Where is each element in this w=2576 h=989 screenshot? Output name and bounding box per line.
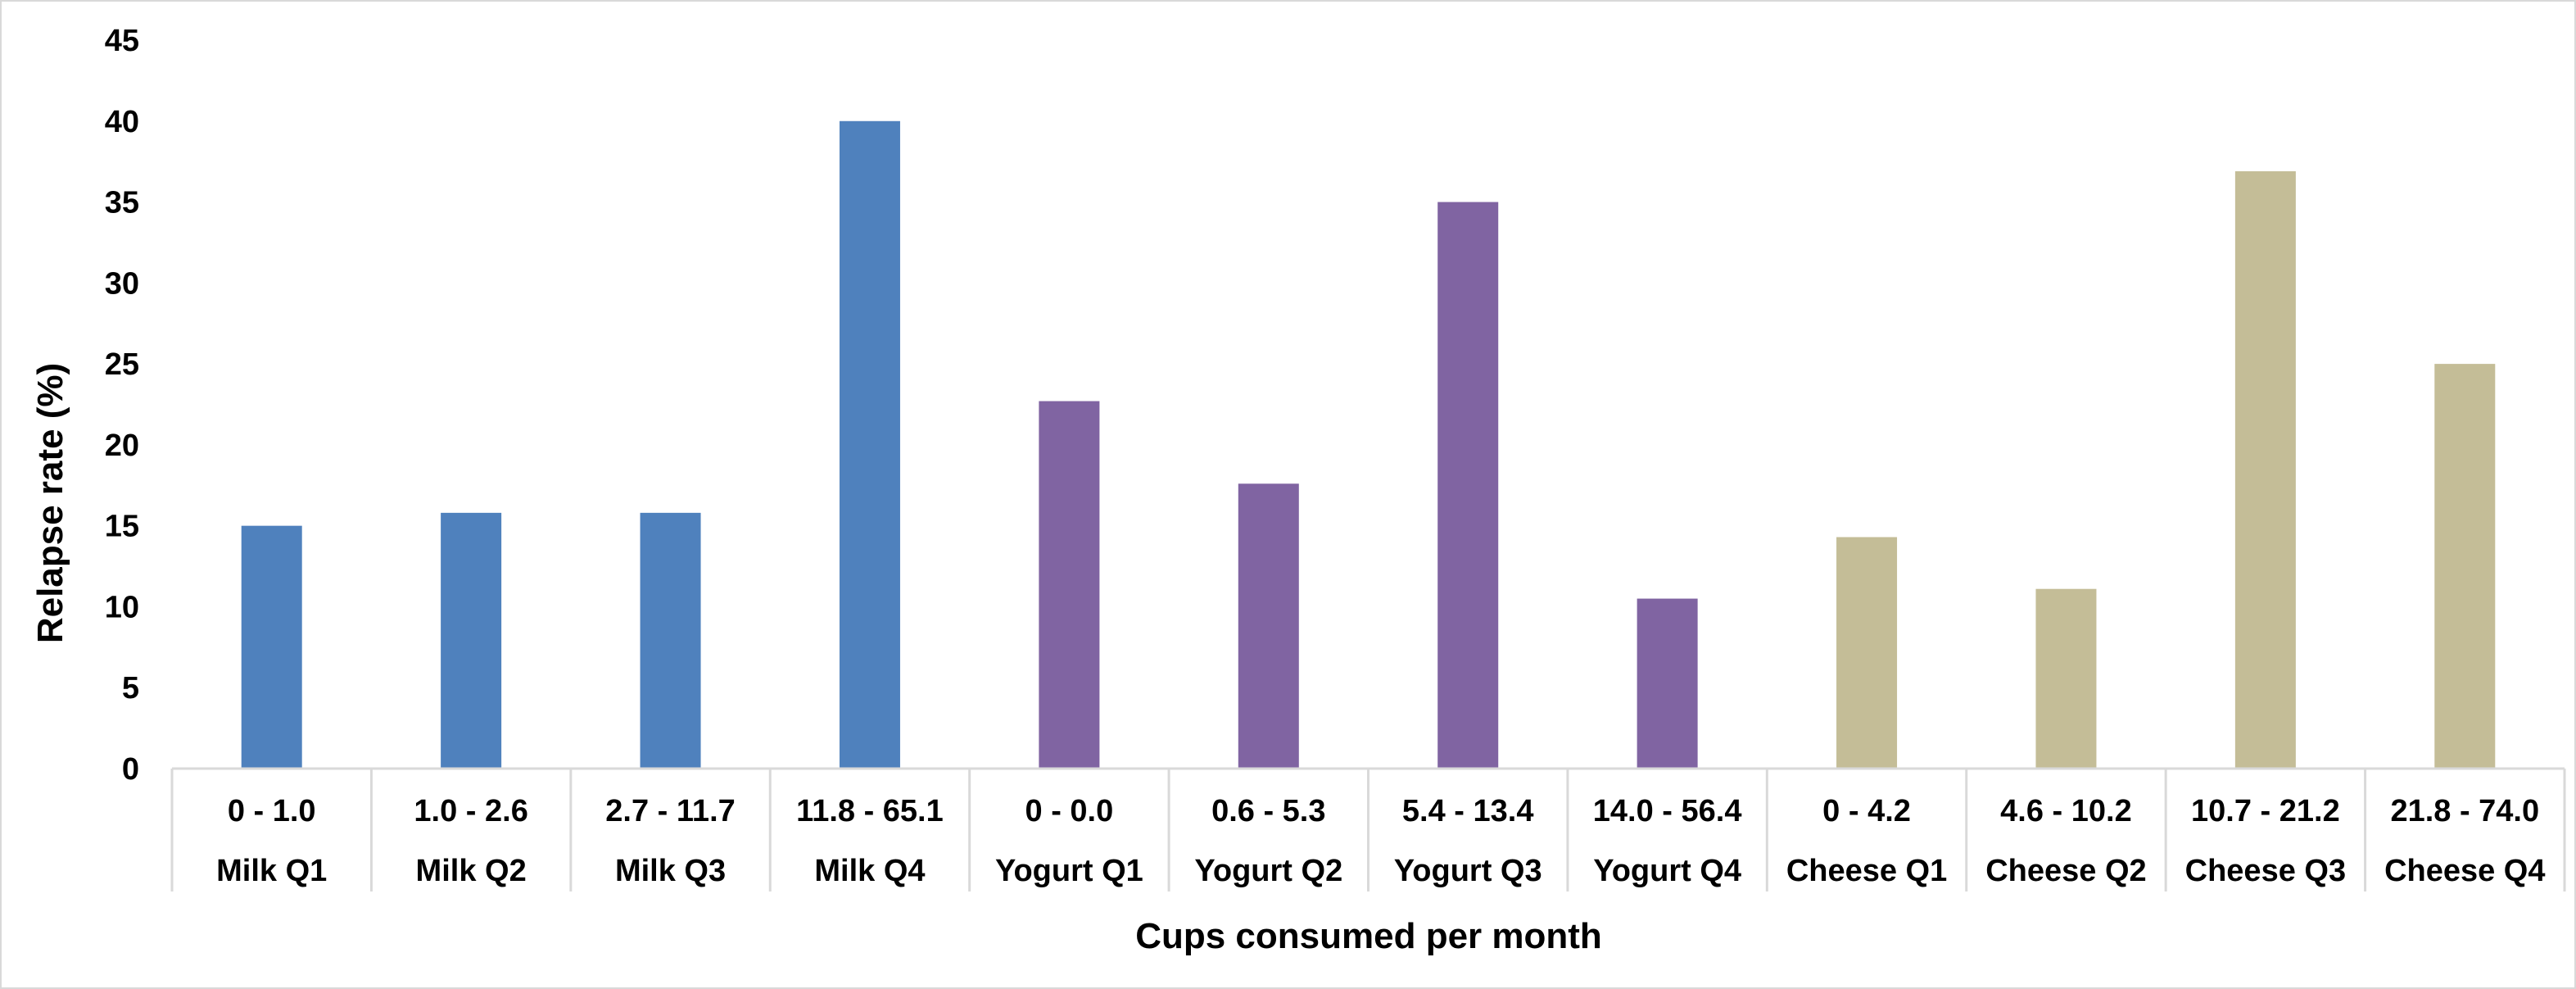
x-range-label: 1.0 - 2.6 bbox=[414, 794, 527, 828]
bar bbox=[2434, 364, 2496, 769]
x-range-label: 21.8 - 74.0 bbox=[2390, 794, 2539, 828]
x-range-label: 11.8 - 65.1 bbox=[796, 794, 944, 828]
x-axis: 0 - 1.0 Milk Q1 1.0 - 2.6 Milk Q2 2.7 - 11.7… bbox=[170, 767, 2566, 891]
x-range-label: 0.6 - 5.3 bbox=[1211, 794, 1325, 828]
bar bbox=[241, 525, 302, 769]
x-group-label: Milk Q2 bbox=[416, 854, 527, 888]
y-axis-ticks: 0 5 10 15 20 25 30 35 40 45 bbox=[105, 24, 139, 787]
x-range-label: 14.0 - 56.4 bbox=[1593, 794, 1742, 828]
y-tick-label: 40 bbox=[105, 105, 139, 139]
x-group-label: Yogurt Q1 bbox=[995, 854, 1143, 888]
x-group-label: Milk Q4 bbox=[814, 854, 925, 888]
x-group-label: Yogurt Q2 bbox=[1194, 854, 1342, 888]
x-group-label: Yogurt Q3 bbox=[1394, 854, 1542, 888]
bar bbox=[441, 512, 502, 769]
y-tick-label: 25 bbox=[105, 347, 139, 382]
y-tick-label: 35 bbox=[105, 186, 139, 220]
x-group-label: Milk Q1 bbox=[216, 854, 327, 888]
x-group-label: Milk Q3 bbox=[615, 854, 726, 888]
bar bbox=[1836, 537, 1898, 769]
bar bbox=[640, 512, 701, 769]
x-range-label: 0 - 4.2 bbox=[1822, 794, 1911, 828]
bar bbox=[1637, 598, 1698, 769]
x-group-label: Cheese Q2 bbox=[1985, 854, 2146, 888]
x-range-label: 5.4 - 13.4 bbox=[1402, 794, 1534, 828]
y-tick-label: 15 bbox=[105, 510, 139, 544]
x-axis-title: Cups consumed per month bbox=[1135, 916, 1602, 956]
x-range-label: 4.6 - 10.2 bbox=[2000, 794, 2132, 828]
bar bbox=[1437, 202, 1499, 769]
y-tick-label: 0 bbox=[122, 752, 139, 787]
bar bbox=[1238, 483, 1299, 769]
bar bbox=[2035, 588, 2097, 769]
y-tick-label: 30 bbox=[105, 266, 139, 301]
x-range-label: 0 - 0.0 bbox=[1025, 794, 1114, 828]
y-tick-label: 45 bbox=[105, 24, 139, 58]
y-axis-title: Relapse rate (%) bbox=[30, 363, 70, 643]
x-range-label: 10.7 - 21.2 bbox=[2191, 794, 2340, 828]
bar bbox=[1039, 401, 1100, 769]
x-group-label: Cheese Q3 bbox=[2185, 854, 2346, 888]
x-group-label: Cheese Q1 bbox=[1786, 854, 1947, 888]
y-tick-label: 10 bbox=[105, 590, 139, 624]
y-tick-label: 5 bbox=[122, 671, 139, 705]
x-group-label: Yogurt Q4 bbox=[1593, 854, 1741, 888]
bars bbox=[241, 120, 2496, 769]
x-group-label: Cheese Q4 bbox=[2384, 854, 2545, 888]
bar bbox=[2234, 171, 2296, 769]
x-range-label: 2.7 - 11.7 bbox=[605, 794, 735, 828]
y-tick-label: 20 bbox=[105, 429, 139, 463]
x-range-label: 0 - 1.0 bbox=[228, 794, 316, 828]
bar bbox=[839, 120, 900, 769]
